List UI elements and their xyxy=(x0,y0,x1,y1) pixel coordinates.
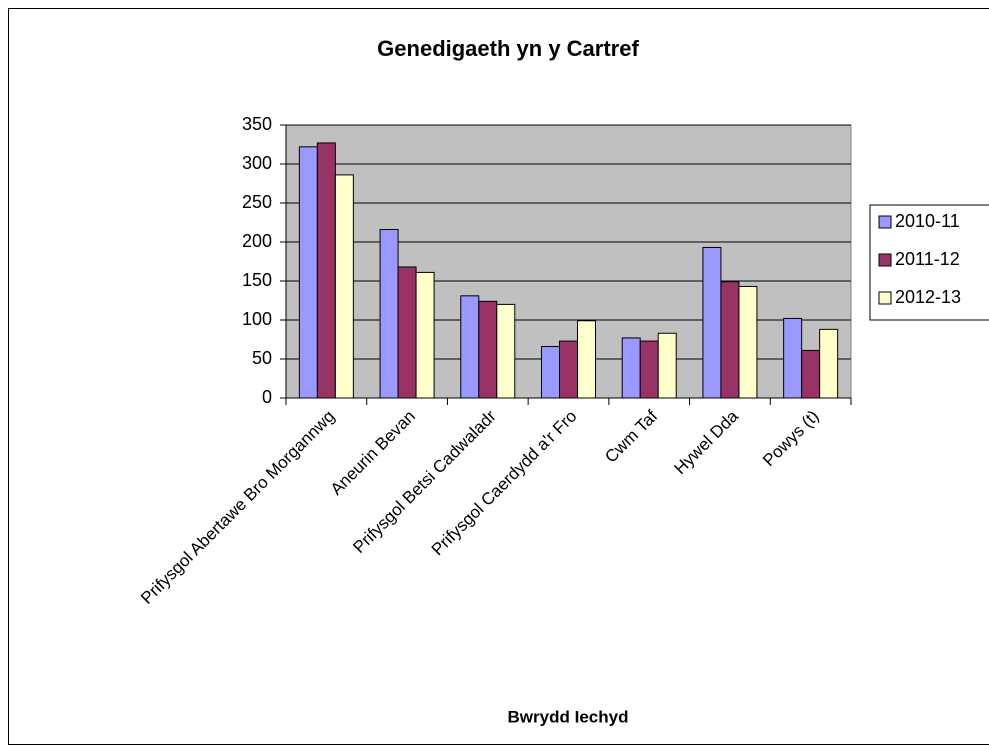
bar xyxy=(559,340,578,399)
bar xyxy=(415,271,435,399)
bar xyxy=(702,246,722,399)
legend-swatch xyxy=(878,291,892,305)
bar xyxy=(334,174,354,399)
bar xyxy=(621,337,641,399)
y-tick-label: 200 xyxy=(242,231,272,251)
bar xyxy=(541,346,560,399)
bar xyxy=(720,281,740,399)
legend-label: 2012-13 xyxy=(895,287,961,307)
chart-title: Genedigaeth yn y Cartref xyxy=(377,36,639,61)
legend-swatch xyxy=(878,215,892,229)
bar xyxy=(496,303,516,399)
legend-swatch xyxy=(878,253,892,267)
bar xyxy=(460,295,480,399)
bar xyxy=(639,340,659,399)
bar xyxy=(657,332,677,399)
x-axis-title: Bwrydd Iechyd xyxy=(508,707,629,726)
y-tick-label: 100 xyxy=(242,309,272,329)
y-tick-label: 150 xyxy=(242,270,272,290)
y-tick-label: 300 xyxy=(242,153,272,173)
legend-label: 2010-11 xyxy=(895,211,960,231)
bar xyxy=(577,320,596,399)
bar xyxy=(298,146,318,399)
bar xyxy=(379,229,399,399)
legend-label: 2011-12 xyxy=(895,249,960,269)
y-tick-label: 50 xyxy=(252,348,272,368)
bar xyxy=(819,328,839,399)
y-tick-label: 350 xyxy=(242,114,272,134)
bar xyxy=(478,300,498,399)
bar xyxy=(801,349,821,399)
y-tick-label: 0 xyxy=(262,387,272,407)
bar xyxy=(316,142,336,399)
bar xyxy=(738,285,758,399)
bar xyxy=(783,317,803,399)
bar xyxy=(397,266,417,399)
y-tick-label: 250 xyxy=(242,192,272,212)
